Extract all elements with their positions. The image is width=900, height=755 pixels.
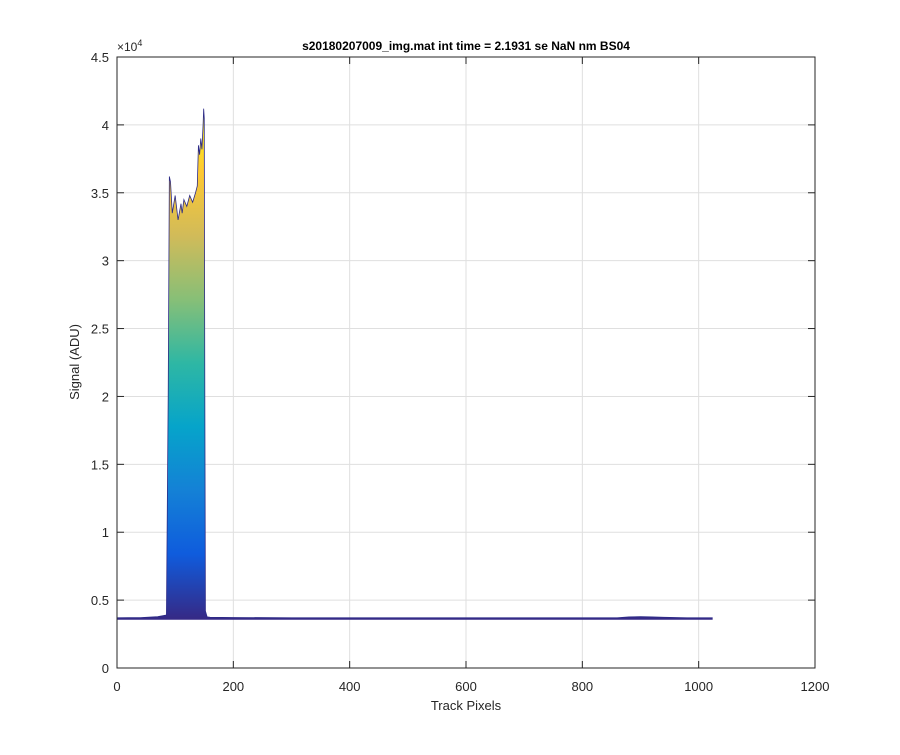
y-exponent-label: ×104 (117, 38, 142, 54)
x-tick-label: 400 (339, 679, 361, 694)
x-tick-label: 1200 (801, 679, 830, 694)
y-tick-label: 0.5 (91, 593, 109, 608)
y-tick-label: 4.5 (91, 50, 109, 65)
y-tick-label: 3 (102, 254, 109, 269)
y-axis-label: Signal (ADU) (67, 324, 82, 400)
grid (117, 57, 815, 668)
y-tick-label: 4 (102, 118, 109, 133)
y-tick-label: 1 (102, 525, 109, 540)
chart-title: s20180207009_img.mat int time = 2.1931 s… (302, 39, 630, 53)
y-tick-label: 1.5 (91, 457, 109, 472)
series-area (117, 108, 713, 620)
y-tick-label: 2 (102, 389, 109, 404)
x-axis-label: Track Pixels (431, 698, 502, 713)
tick-labels: 0 200 400 600 800 1000 1200 0 0.5 1 1.5 2 2.5 3 3.5 4 4.… (91, 50, 830, 694)
series-line (117, 108, 713, 619)
y-tick-label: 3.5 (91, 186, 109, 201)
y-tick-label: 0 (102, 661, 109, 676)
x-tick-label: 600 (455, 679, 477, 694)
y-exponent-power: 4 (137, 38, 142, 48)
x-tick-label: 200 (222, 679, 244, 694)
x-tick-label: 1000 (684, 679, 713, 694)
ticks (116, 56, 816, 669)
x-tick-label: 0 (113, 679, 120, 694)
y-tick-label: 2.5 (91, 322, 109, 337)
x-tick-label: 800 (571, 679, 593, 694)
y-exponent-base: ×10 (117, 40, 138, 54)
